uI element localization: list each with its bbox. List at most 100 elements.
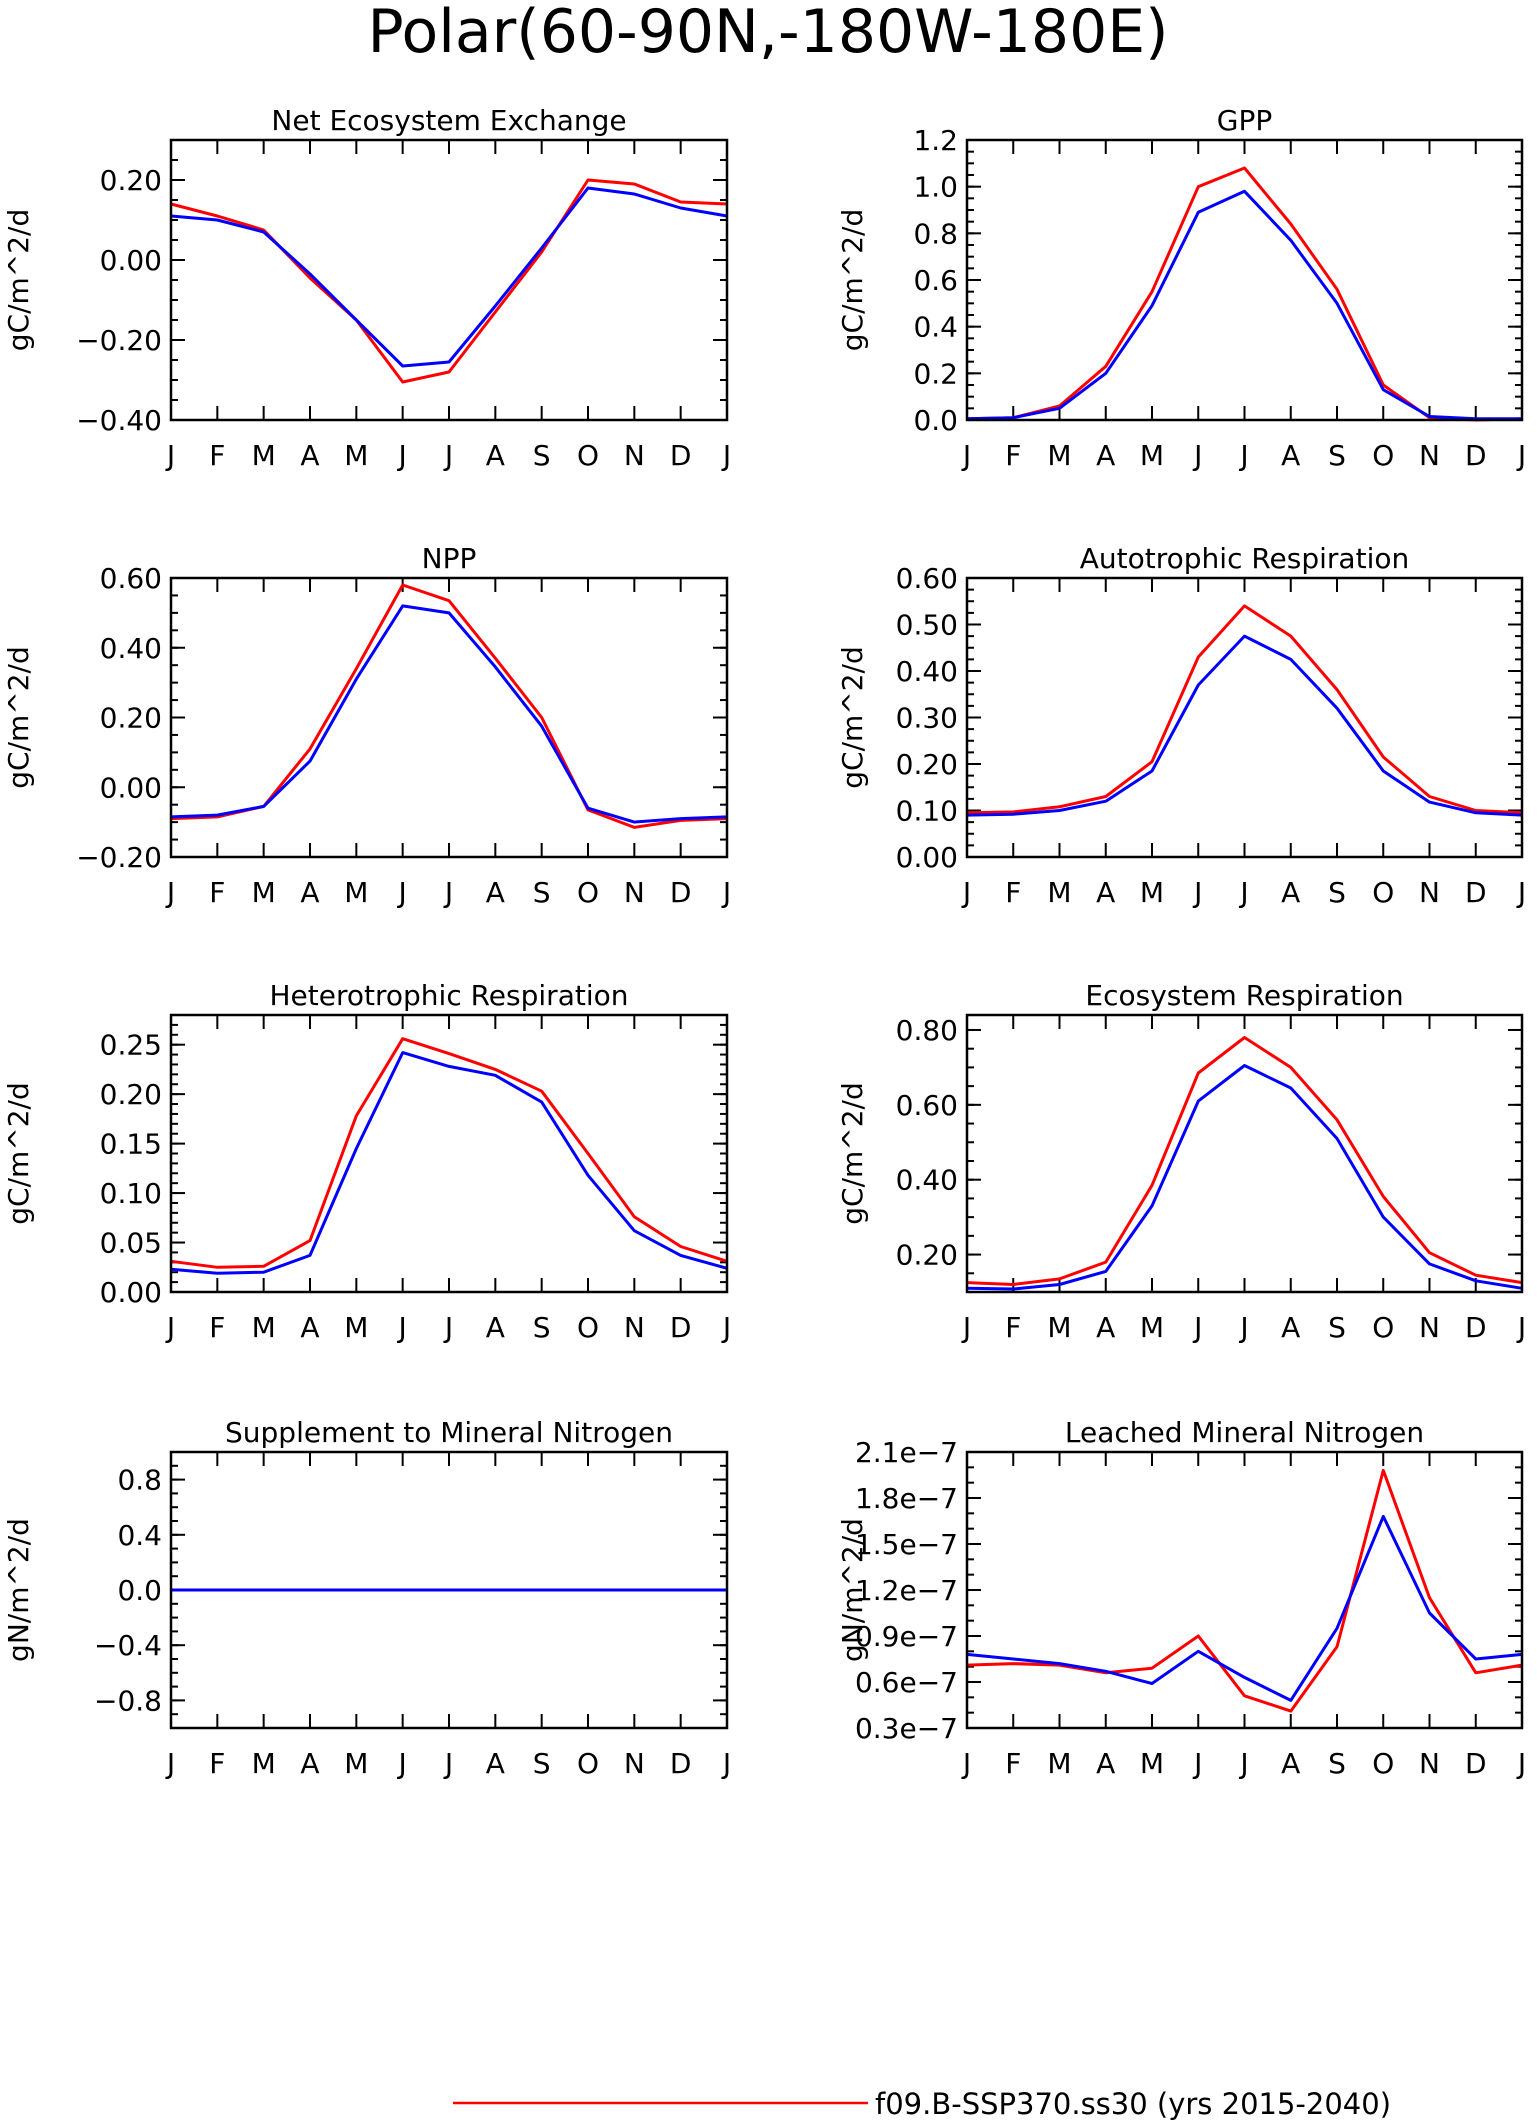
x-tick-label: F <box>1005 1747 1021 1780</box>
x-tick-label: S <box>1328 1747 1346 1780</box>
x-tick-label: F <box>209 439 225 472</box>
x-tick-label: F <box>1005 439 1021 472</box>
y-tick-label: 0.00 <box>100 244 162 277</box>
y-tick-label: 0.20 <box>896 1239 958 1272</box>
x-tick-label: S <box>533 1311 551 1344</box>
plot-frame <box>169 1450 729 1730</box>
x-tick-label: A <box>486 1747 505 1780</box>
x-tick-label: N <box>624 439 645 472</box>
y-tick-label: 0.10 <box>896 795 958 828</box>
x-tick-label: A <box>300 1747 319 1780</box>
x-tick-label: J <box>1238 439 1248 472</box>
y-tick-label: 0.9e−7 <box>855 1620 958 1653</box>
y-tick-label: 0.4 <box>913 311 958 344</box>
y-tick-label: 0.2 <box>913 357 958 390</box>
x-tick-label: J <box>443 1747 453 1780</box>
series-line-blue <box>170 1051 728 1275</box>
chart-panel: Leached Mineral Nitrogen gN/m^2/d 0.3e−7 0.… <box>836 1416 1526 1780</box>
x-tick-label: J <box>443 876 453 909</box>
x-tick-label: O <box>577 876 599 909</box>
series-line-red <box>170 1037 728 1269</box>
x-tick-label: J <box>443 1311 453 1344</box>
figure-title: Polar(60-90N,-180W-180E) <box>367 0 1168 67</box>
y-tick-label: 1.2 <box>913 124 958 157</box>
series-line-red <box>170 178 728 384</box>
y-tick-label: 0.40 <box>896 1164 958 1197</box>
y-tick-label: 0.05 <box>100 1227 162 1260</box>
x-tick-label: A <box>486 1311 505 1344</box>
x-tick-label: M <box>344 1311 368 1344</box>
chart-panel: Net Ecosystem Exchange gC/m^2/d −0.40 −0.20… <box>2 104 731 472</box>
x-tick-label: F <box>1005 876 1021 909</box>
y-tick-label: 0.25 <box>100 1029 162 1062</box>
x-tick-label: A <box>1281 439 1300 472</box>
x-tick-label: O <box>1372 1747 1394 1780</box>
y-tick-label: 0.10 <box>100 1177 162 1210</box>
x-tick-label: N <box>1419 1747 1440 1780</box>
panel-title: Ecosystem Respiration <box>1085 979 1403 1012</box>
x-tick-label: M <box>252 1311 276 1344</box>
x-tick-label: J <box>165 439 175 472</box>
series-line-blue <box>170 604 728 824</box>
plot-frame <box>965 1450 1524 1730</box>
x-tick-label: S <box>1328 1311 1346 1344</box>
y-tick-label: −0.20 <box>76 841 162 874</box>
x-tick-label: A <box>1096 876 1115 909</box>
x-tick-label: S <box>533 439 551 472</box>
x-tick-label: O <box>577 439 599 472</box>
y-tick-label: 0.60 <box>896 562 958 595</box>
legend: f09.B-SSP370.ss30 (yrs 2015-2040) <box>453 2087 1391 2120</box>
x-tick-label: J <box>443 439 453 472</box>
y-tick-label: 0.30 <box>896 702 958 735</box>
x-tick-label: M <box>1047 1311 1071 1344</box>
x-tick-label: J <box>1238 1311 1248 1344</box>
legend-label-series-a: f09.B-SSP370.ss30 (yrs 2015-2040) <box>875 2087 1391 2120</box>
x-tick-label: O <box>1372 1311 1394 1344</box>
x-tick-label: J <box>961 1311 971 1344</box>
x-tick-label: J <box>1516 1747 1526 1780</box>
y-tick-label: 0.3e−7 <box>855 1712 958 1745</box>
x-tick-label: M <box>1047 439 1071 472</box>
series-line-blue <box>966 1064 1523 1291</box>
y-tick-label: 0.6 <box>913 264 958 297</box>
panel-title: NPP <box>422 542 477 575</box>
y-tick-label: 0.0 <box>117 1574 162 1607</box>
x-tick-label: J <box>397 439 407 472</box>
x-tick-label: J <box>961 1747 971 1780</box>
chart-panel: Supplement to Mineral Nitrogen gN/m^2/d −0… <box>2 1416 731 1780</box>
x-tick-label: A <box>486 439 505 472</box>
x-tick-label: J <box>721 439 731 472</box>
y-axis-label: gC/m^2/d <box>2 646 35 789</box>
panel-title: Supplement to Mineral Nitrogen <box>225 1416 673 1449</box>
series-line-red <box>170 583 728 829</box>
x-tick-label: J <box>165 1747 175 1780</box>
y-axis-label: gC/m^2/d <box>836 1082 869 1225</box>
y-tick-label: 0.40 <box>100 632 162 665</box>
y-tick-label: 0.15 <box>100 1128 162 1161</box>
x-tick-label: A <box>1281 876 1300 909</box>
panel-title: Net Ecosystem Exchange <box>271 104 626 137</box>
series-line-blue <box>170 186 728 368</box>
x-tick-label: A <box>1281 1311 1300 1344</box>
y-tick-label: −0.8 <box>94 1684 162 1717</box>
y-tick-label: −0.20 <box>76 324 162 357</box>
x-tick-label: A <box>1096 439 1115 472</box>
x-tick-label: F <box>209 1747 225 1780</box>
x-tick-label: D <box>670 876 692 909</box>
y-axis-label: gC/m^2/d <box>2 1082 35 1225</box>
series-line-red <box>966 1468 1523 1713</box>
x-tick-label: A <box>300 876 319 909</box>
series-line-blue <box>966 1514 1523 1702</box>
panel-title: Heterotrophic Respiration <box>270 979 629 1012</box>
y-tick-label: 0.6e−7 <box>855 1666 958 1699</box>
y-tick-label: 0.60 <box>100 562 162 595</box>
x-tick-label: J <box>721 1747 731 1780</box>
x-tick-label: J <box>165 876 175 909</box>
x-tick-label: M <box>1140 1311 1164 1344</box>
y-tick-label: 2.1e−7 <box>855 1436 958 1469</box>
y-tick-label: 1.8e−7 <box>855 1482 958 1515</box>
y-axis-label: gN/m^2/d <box>836 1518 869 1662</box>
